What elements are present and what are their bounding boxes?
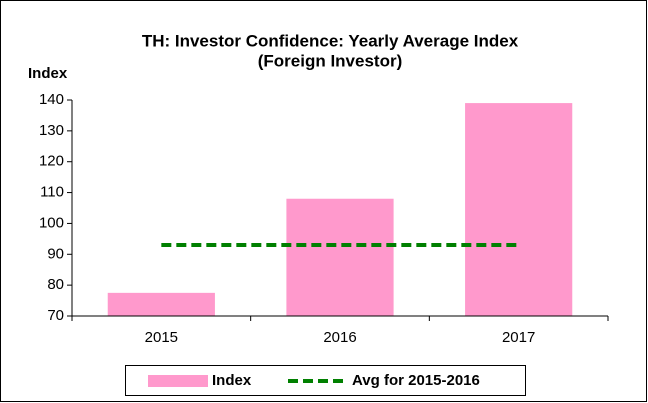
legend-label: Avg for 2015-2016 [352, 372, 480, 389]
legend-label: Index [212, 372, 252, 389]
y-tick-label: 110 [40, 184, 64, 201]
y-tick-label: 130 [39, 122, 64, 139]
chart-title: (Foreign Investor) [258, 51, 403, 70]
bar [107, 292, 215, 316]
x-tick-label: 2016 [323, 329, 356, 346]
y-tick-label: 70 [47, 307, 64, 324]
y-tick-label: 140 [39, 91, 64, 108]
legend-swatch [148, 375, 208, 387]
x-tick-label: 2017 [502, 329, 535, 346]
x-tick-label: 2015 [145, 329, 178, 346]
chart-title: TH: Investor Confidence: Yearly Average … [142, 31, 519, 50]
y-tick-label: 100 [39, 214, 64, 231]
y-tick-label: 120 [39, 153, 64, 170]
y-tick-label: 80 [47, 276, 64, 293]
y-tick-label: 90 [47, 245, 64, 262]
bar [465, 103, 573, 316]
bar [286, 198, 394, 316]
y-axis-label: Index [28, 65, 68, 82]
